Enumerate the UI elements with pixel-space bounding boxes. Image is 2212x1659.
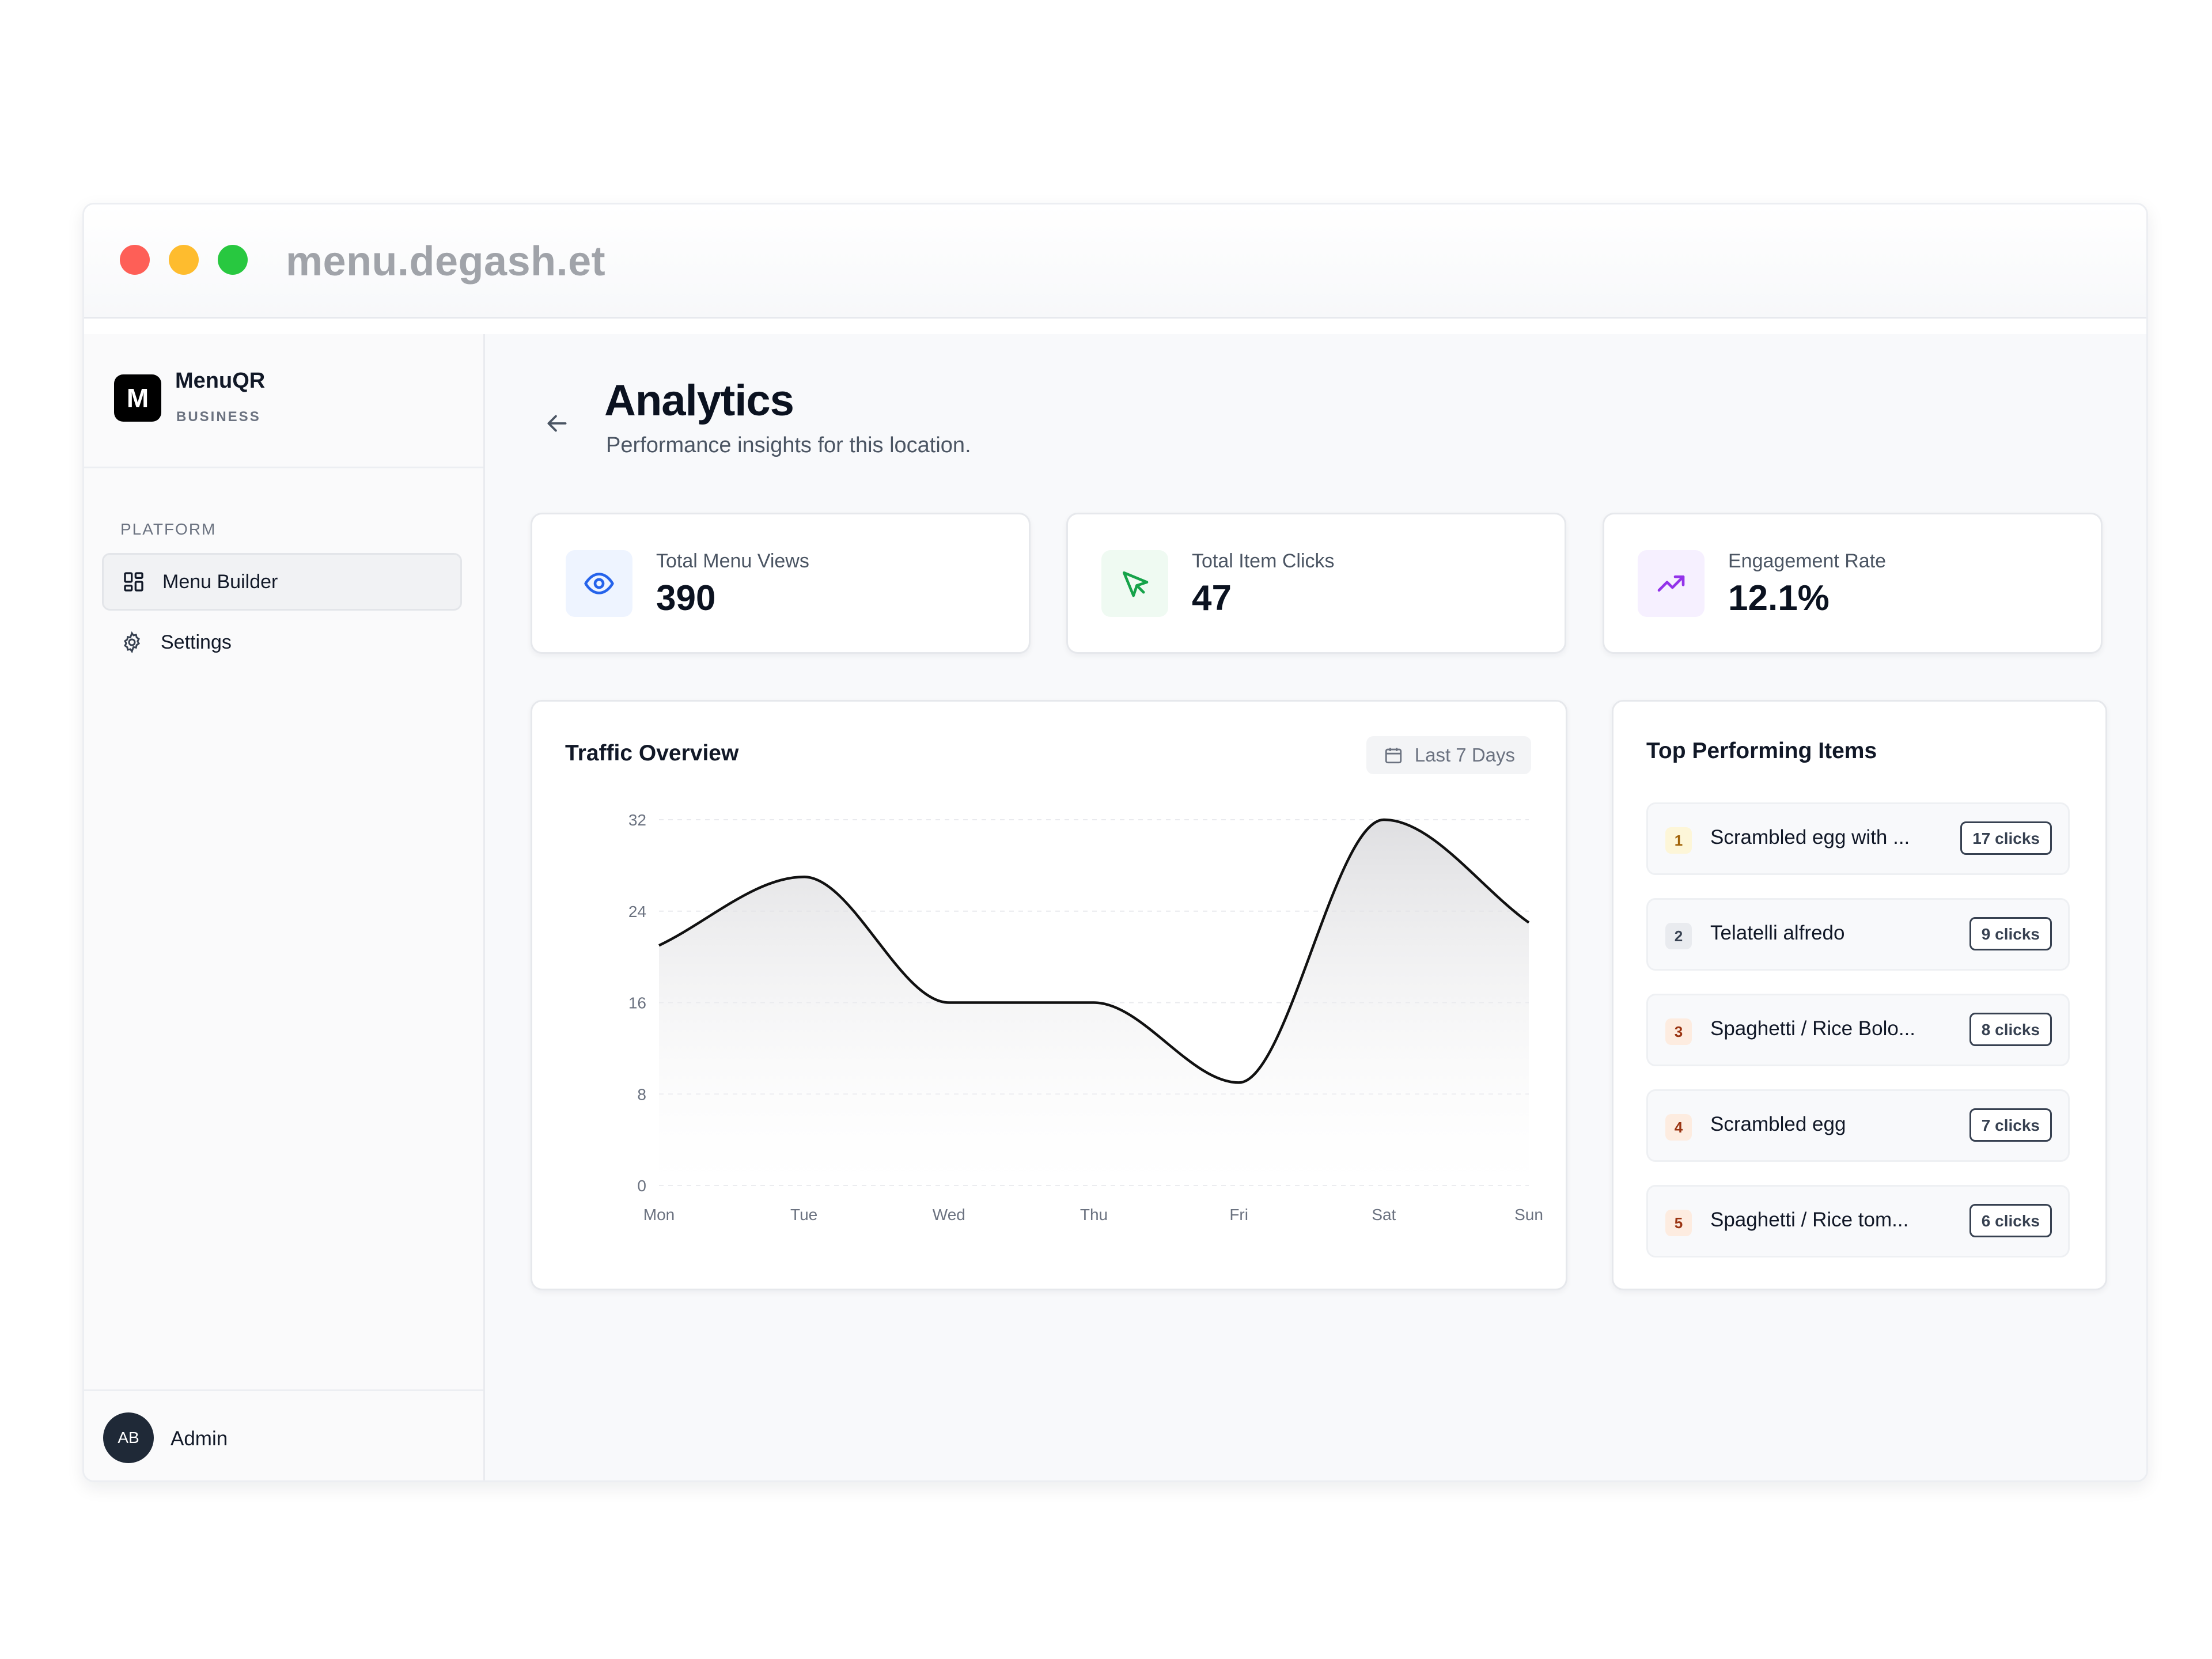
x-tick-label: Sun <box>1514 1206 1543 1224</box>
stat-card-item-clicks: Total Item Clicks 47 <box>1066 513 1566 654</box>
list-item[interactable]: 1 Scrambled egg with ... 17 clicks <box>1646 802 2070 875</box>
page-subtitle: Performance insights for this location. <box>606 433 971 457</box>
minimize-window-button[interactable] <box>169 245 199 275</box>
top-items-card: Top Performing Items 1 Scrambled egg wit… <box>1612 700 2107 1290</box>
list-item[interactable]: 5 Spaghetti / Rice tom... 6 clicks <box>1646 1185 2070 1257</box>
x-tick-label: Tue <box>790 1206 817 1224</box>
clicks-badge: 6 clicks <box>1969 1204 2052 1237</box>
y-tick-label: 0 <box>637 1177 646 1195</box>
stat-value: 390 <box>656 578 716 618</box>
user-name[interactable]: Admin <box>171 1427 228 1450</box>
brand-name: MenuQR <box>175 369 266 393</box>
sidebar-item-label: Menu Builder <box>162 570 278 593</box>
back-button[interactable] <box>543 409 571 438</box>
stat-label: Total Menu Views <box>656 550 809 572</box>
rank-badge: 4 <box>1665 1114 1692 1141</box>
sidebar-divider <box>84 467 483 468</box>
x-tick-label: Wed <box>933 1206 965 1224</box>
eye-icon <box>584 573 614 594</box>
sidebar-footer-divider <box>84 1389 483 1391</box>
stat-label: Engagement Rate <box>1728 550 1887 572</box>
arrow-left-icon <box>547 415 567 432</box>
main-content: Analytics Performance insights for this … <box>485 334 2146 1480</box>
traffic-title: Traffic Overview <box>565 741 739 766</box>
brand-logo: M <box>114 374 161 422</box>
y-tick-label: 8 <box>637 1085 646 1103</box>
sidebar: M MenuQR BUSINESS PLATFORM Menu Builder <box>84 334 485 1480</box>
stat-icon-box <box>1101 550 1168 617</box>
x-tick-label: Mon <box>643 1206 675 1224</box>
stat-card-menu-views: Total Menu Views 390 <box>531 513 1031 654</box>
browser-titlebar: menu.degash.et <box>84 204 2146 319</box>
clicks-badge: 17 clicks <box>1960 821 2052 855</box>
list-item[interactable]: 3 Spaghetti / Rice Bolo... 8 clicks <box>1646 994 2070 1066</box>
stat-icon-box <box>566 550 632 617</box>
sidebar-item-menu-builder[interactable]: Menu Builder <box>102 553 462 611</box>
item-name: Scrambled egg with ... <box>1710 826 1910 849</box>
y-tick-label: 16 <box>628 994 646 1012</box>
date-range-label: Last 7 Days <box>1414 744 1515 766</box>
rank-badge: 5 <box>1665 1210 1692 1236</box>
item-name: Scrambled egg <box>1710 1113 1846 1135</box>
y-tick-label: 32 <box>628 811 646 829</box>
y-tick-label: 24 <box>628 903 646 921</box>
sidebar-item-label: Settings <box>161 631 232 653</box>
item-name: Telatelli alfredo <box>1710 922 1845 944</box>
stat-card-engagement-rate: Engagement Rate 12.1% <box>1603 513 2103 654</box>
grid-icon <box>122 570 145 593</box>
gear-icon <box>120 631 143 654</box>
close-window-button[interactable] <box>120 245 150 275</box>
clicks-badge: 8 clicks <box>1969 1013 2052 1046</box>
item-name: Spaghetti / Rice Bolo... <box>1710 1017 1916 1040</box>
brand-subtitle: BUSINESS <box>176 409 261 425</box>
clicks-badge: 9 clicks <box>1969 917 2052 950</box>
stat-value: 12.1% <box>1728 578 1830 618</box>
rank-badge: 2 <box>1665 923 1692 949</box>
traffic-chart: 0 8 16 24 32 Mon Tue Wed Thu Fri Sat Sun <box>628 811 1543 1224</box>
stat-icon-box <box>1638 550 1705 617</box>
stat-value: 47 <box>1192 578 1232 618</box>
top-items-title: Top Performing Items <box>1646 738 1877 763</box>
traffic-line <box>658 818 1530 1084</box>
item-name: Spaghetti / Rice tom... <box>1710 1209 1909 1231</box>
maximize-window-button[interactable] <box>218 245 248 275</box>
date-range-selector[interactable]: Last 7 Days <box>1366 736 1531 774</box>
avatar[interactable]: AB <box>103 1412 154 1463</box>
browser-window: menu.degash.et M MenuQR BUSINESS PLATFOR… <box>82 203 2148 1482</box>
cursor-icon <box>1123 571 1149 597</box>
sidebar-item-settings[interactable]: Settings <box>102 613 462 671</box>
calendar-icon <box>1384 745 1403 765</box>
sidebar-section-label: PLATFORM <box>120 520 217 538</box>
address-bar-url[interactable]: menu.degash.et <box>286 238 606 285</box>
rank-badge: 1 <box>1665 827 1692 854</box>
rank-badge: 3 <box>1665 1018 1692 1045</box>
stat-label: Total Item Clicks <box>1192 550 1335 572</box>
list-item[interactable]: 2 Telatelli alfredo 9 clicks <box>1646 898 2070 971</box>
x-tick-label: Fri <box>1229 1206 1248 1224</box>
x-tick-label: Sat <box>1372 1206 1396 1224</box>
page-title: Analytics <box>604 376 794 425</box>
list-item[interactable]: 4 Scrambled egg 7 clicks <box>1646 1089 2070 1162</box>
x-tick-label: Thu <box>1080 1206 1108 1224</box>
trending-up-icon <box>1657 575 1685 592</box>
clicks-badge: 7 clicks <box>1969 1108 2052 1142</box>
traffic-overview-card: 0 8 16 24 32 Mon Tue Wed Thu Fri Sat Sun Traffic Ov… <box>531 700 1567 1290</box>
